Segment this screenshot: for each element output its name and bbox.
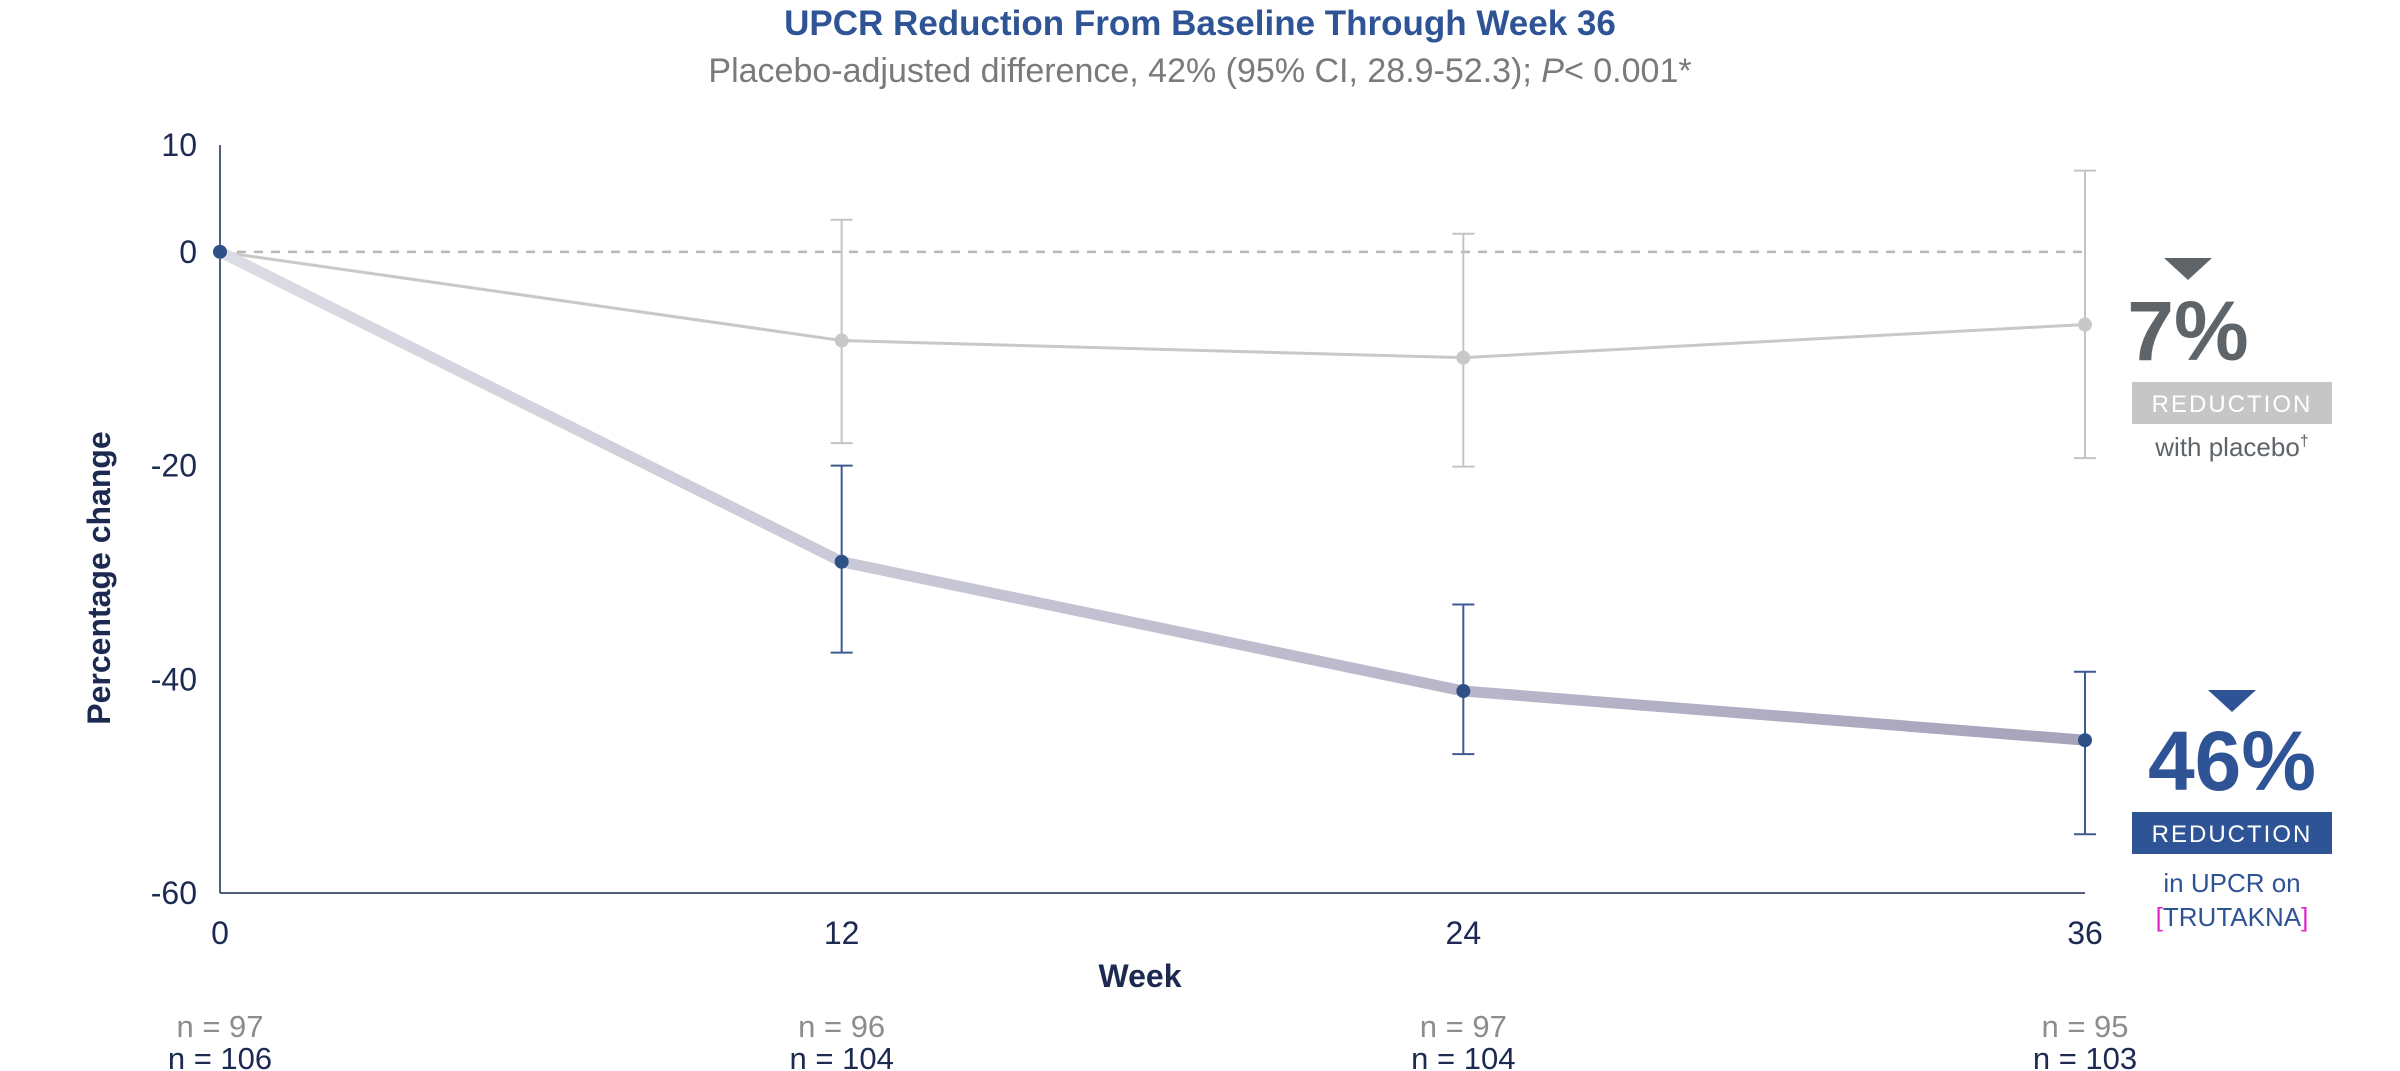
placebo-data-point xyxy=(834,333,849,348)
placebo-data-point xyxy=(1456,350,1471,365)
chart-subtitle: Placebo-adjusted difference, 42% (95% CI… xyxy=(0,52,2400,91)
trutakna-callout-line2: [TRUTAKNA] xyxy=(2156,902,2309,932)
trutakna-n-label: n = 106 xyxy=(168,1041,272,1071)
subtitle-prefix: Placebo-adjusted difference, 42% (95% CI… xyxy=(708,52,1542,90)
trutakna-n-label: n = 103 xyxy=(2033,1041,2137,1071)
placebo-data-point xyxy=(2078,317,2092,332)
y-tick-label: 10 xyxy=(161,127,197,163)
x-tick-label: 12 xyxy=(824,915,860,951)
trutakna-callout: 46% REDUCTION in UPCR on [TRUTAKNA] xyxy=(2132,690,2332,932)
series-layer xyxy=(213,169,2096,836)
chart-title: UPCR Reduction From Baseline Through Wee… xyxy=(784,4,1616,43)
placebo-n-label: n = 95 xyxy=(2041,1009,2128,1044)
trutakna-data-point xyxy=(2078,733,2092,748)
trutakna-reduction-box xyxy=(2132,812,2332,854)
x-axis-title: Week xyxy=(1098,958,1181,994)
trutakna-bracket-right: ] xyxy=(2301,902,2308,932)
y-axis-title: Percentage change xyxy=(81,431,117,724)
placebo-reduction-label: REDUCTION xyxy=(2152,391,2313,418)
trutakna-n-label: n = 104 xyxy=(1411,1041,1515,1071)
placebo-n-label: n = 97 xyxy=(1420,1009,1507,1044)
y-tick-label: -20 xyxy=(151,448,197,484)
x-tick-label: 36 xyxy=(2067,915,2103,951)
x-tick-label: 0 xyxy=(211,915,229,951)
placebo-reduction-value: 7% xyxy=(2127,284,2248,378)
subtitle-p-letter: P xyxy=(1541,52,1564,90)
y-tick-label: -60 xyxy=(151,875,197,911)
placebo-series-line xyxy=(219,250,2086,360)
placebo-n-label: n = 96 xyxy=(798,1009,885,1044)
subtitle-suffix: < 0.001* xyxy=(1563,52,1692,90)
axis-text-layer: 100-20-40-600 12 24 36n = 97 n = 96 n = 97 n =… xyxy=(151,127,2137,1071)
y-tick-label: 0 xyxy=(179,234,197,270)
trutakna-reduction-value: 46% xyxy=(2148,714,2316,808)
placebo-n-label: n = 97 xyxy=(176,1009,263,1044)
placebo-dagger: † xyxy=(2300,433,2309,450)
placebo-callout-text: with placebo† xyxy=(2154,432,2308,462)
x-tick-label: 24 xyxy=(1446,915,1482,951)
trutakna-data-point xyxy=(1456,684,1471,699)
trutakna-data-point xyxy=(213,244,227,259)
trutakna-reduction-label: REDUCTION xyxy=(2152,821,2313,848)
axes-layer xyxy=(219,145,2085,894)
trutakna-data-point xyxy=(834,554,849,569)
placebo-callout-main: with placebo xyxy=(2154,432,2300,462)
trutakna-bracket-left: [ xyxy=(2156,902,2164,932)
trutakna-callout-line1: in UPCR on xyxy=(2163,868,2300,898)
y-tick-label: -40 xyxy=(151,661,197,697)
placebo-reduction-box xyxy=(2132,382,2332,424)
placebo-down-triangle-icon xyxy=(2164,258,2212,280)
trutakna-down-triangle-icon xyxy=(2208,690,2256,712)
placebo-callout: 7% REDUCTION with placebo† xyxy=(2127,258,2332,462)
trutakna-n-label: n = 104 xyxy=(790,1041,894,1071)
trutakna-series-line xyxy=(214,246,2091,746)
trutakna-drug-name: TRUTAKNA xyxy=(2163,902,2302,932)
